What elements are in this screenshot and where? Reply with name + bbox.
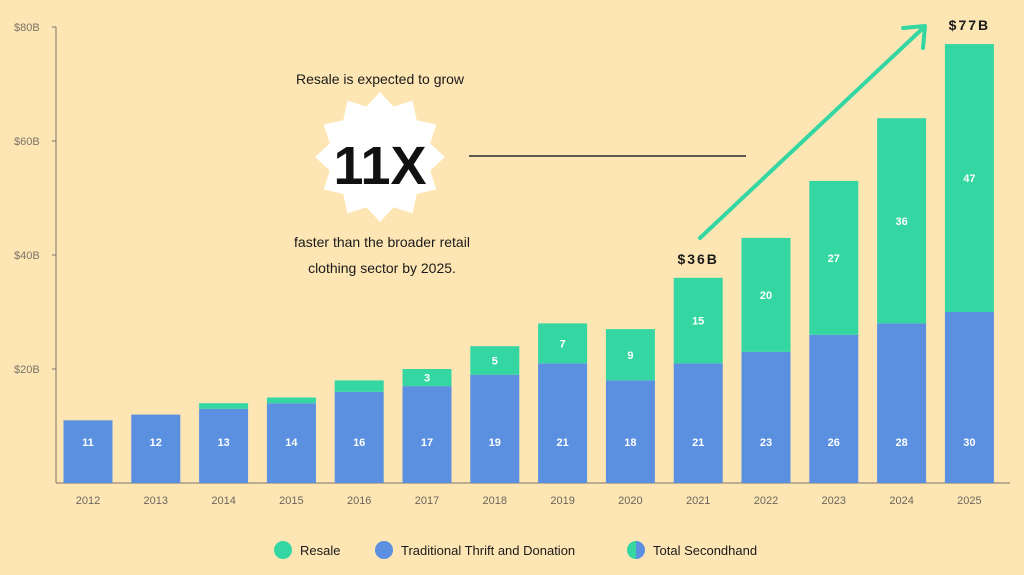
bar-label-thrift: 21: [556, 437, 568, 449]
annotation-big-number: 11X: [333, 136, 426, 196]
legend-split-right: [636, 541, 645, 559]
legend-label: Resale: [300, 543, 340, 558]
x-tick-label: 2015: [279, 495, 303, 507]
bar-label-resale: 5: [492, 355, 498, 367]
bar-thrift-2018: [470, 374, 520, 483]
bars: 1120121220131320141420151620163172017519…: [63, 44, 994, 507]
bar-thrift-2023: [809, 334, 859, 483]
x-tick-label: 2021: [686, 495, 710, 507]
bar-thrift-2012: [63, 420, 113, 483]
annotation-line-2: faster than the broader retail: [294, 234, 470, 250]
bar-resale-2017: [402, 369, 452, 387]
y-tick-label: $40B: [14, 250, 40, 262]
bar-resale-2022: [741, 237, 791, 352]
annotation-line-3: clothing sector by 2025.: [308, 260, 456, 276]
bar-label-thrift: 13: [217, 437, 229, 449]
bar-label-thrift: 18: [624, 437, 636, 449]
y-tick-label: $80B: [14, 22, 40, 34]
growth-arrow-head: [901, 24, 927, 50]
bar-label-thrift: 14: [285, 437, 298, 449]
bar-thrift-2020: [605, 380, 655, 483]
bar-label-thrift: 17: [421, 437, 433, 449]
x-tick-label: 2017: [415, 495, 439, 507]
bar-label-resale: 47: [963, 173, 975, 185]
bar-thrift-2022: [741, 351, 791, 483]
x-tick-label: 2018: [483, 495, 507, 507]
bar-label-resale: 27: [828, 253, 840, 265]
bar-label-thrift: 30: [963, 437, 975, 449]
legend-label: Total Secondhand: [653, 543, 757, 558]
growth-arrow-line: [698, 28, 923, 240]
bar-resale-2018: [470, 346, 520, 375]
bar-thrift-2015: [266, 403, 316, 483]
bar-resale-2024: [877, 118, 927, 324]
bar-label-resale: 7: [560, 338, 566, 350]
bar-resale-2021: [673, 277, 723, 364]
total-callout: $77B: [949, 17, 990, 33]
x-tick-label: 2024: [889, 495, 913, 507]
growth-annotation: Resale is expected to grow 11X faster th…: [294, 71, 746, 276]
bar-label-resale: 15: [692, 316, 704, 328]
bar-resale-2020: [605, 329, 655, 381]
x-tick-label: 2016: [347, 495, 371, 507]
bar-resale-2023: [809, 180, 859, 335]
bar-label-thrift: 12: [150, 437, 162, 449]
bar-label-resale: 36: [895, 216, 907, 228]
bar-label-thrift: 23: [760, 437, 772, 449]
x-tick-label: 2022: [754, 495, 778, 507]
bar-label-thrift: 19: [489, 437, 501, 449]
total-callout: $36B: [677, 251, 718, 267]
bar-resale-2019: [538, 323, 588, 364]
y-tick-label: $20B: [14, 364, 40, 376]
callouts: $36B $77B: [677, 17, 990, 267]
bar-thrift-2024: [877, 323, 927, 483]
starburst-badge-icon: [315, 92, 445, 222]
bar-thrift-2017: [402, 386, 452, 483]
x-tick-label: 2012: [76, 495, 100, 507]
x-tick-label: 2019: [550, 495, 574, 507]
legend: Resale Traditional Thrift and Donation Tot…: [274, 541, 757, 559]
bar-resale-2016: [334, 380, 384, 392]
bar-label-resale: 20: [760, 290, 772, 302]
bar-label-thrift: 26: [828, 437, 840, 449]
bar-resale-2014: [199, 403, 249, 409]
legend-label: Traditional Thrift and Donation: [401, 543, 575, 558]
bar-resale-2025: [944, 44, 994, 312]
legend-split-left: [627, 541, 636, 559]
annotation-line-1: Resale is expected to grow: [296, 71, 465, 87]
x-tick-label: 2025: [957, 495, 981, 507]
x-tick-label: 2023: [822, 495, 846, 507]
bar-thrift-2014: [199, 408, 249, 483]
legend-swatch-icon: [274, 541, 292, 559]
bar-thrift-2016: [334, 391, 384, 483]
bar-label-thrift: 28: [895, 437, 907, 449]
growth-arrow-icon: [698, 24, 927, 240]
bar-label-thrift: 21: [692, 437, 704, 449]
bar-label-thrift: 16: [353, 437, 365, 449]
y-tick-label: $60B: [14, 136, 40, 148]
x-tick-label: 2020: [618, 495, 642, 507]
bar-label-resale: 3: [424, 373, 430, 385]
bar-thrift-2021: [673, 363, 723, 483]
bar-thrift-2025: [944, 312, 994, 483]
bar-label-resale: 9: [627, 350, 633, 362]
bar-resale-2015: [266, 397, 316, 404]
x-tick-label: 2013: [144, 495, 168, 507]
x-tick-label: 2014: [211, 495, 235, 507]
bar-label-thrift: 11: [82, 437, 94, 449]
bar-thrift-2019: [538, 363, 588, 483]
legend-swatch-icon: [375, 541, 393, 559]
bar-thrift-2013: [131, 414, 181, 483]
